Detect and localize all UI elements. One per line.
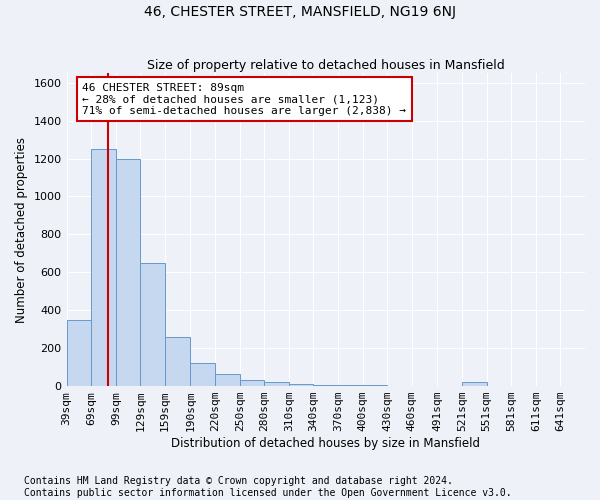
Bar	[239, 380, 264, 386]
Text: 46 CHESTER STREET: 89sqm
← 28% of detached houses are smaller (1,123)
71% of sem: 46 CHESTER STREET: 89sqm ← 28% of detach…	[82, 82, 406, 116]
Bar	[140, 263, 165, 386]
Y-axis label: Number of detached properties: Number of detached properties	[15, 136, 28, 322]
Bar	[215, 374, 239, 386]
Bar	[313, 384, 338, 386]
Bar	[362, 385, 387, 386]
X-axis label: Distribution of detached houses by size in Mansfield: Distribution of detached houses by size …	[171, 437, 480, 450]
Bar	[67, 320, 91, 386]
Text: Contains HM Land Registry data © Crown copyright and database right 2024.
Contai: Contains HM Land Registry data © Crown c…	[24, 476, 512, 498]
Bar	[165, 337, 190, 386]
Bar	[116, 158, 140, 386]
Bar	[289, 384, 313, 386]
Bar	[91, 149, 116, 386]
Bar	[264, 382, 289, 386]
Text: 46, CHESTER STREET, MANSFIELD, NG19 6NJ: 46, CHESTER STREET, MANSFIELD, NG19 6NJ	[144, 5, 456, 19]
Title: Size of property relative to detached houses in Mansfield: Size of property relative to detached ho…	[147, 59, 505, 72]
Bar	[190, 364, 215, 386]
Bar	[462, 382, 487, 386]
Bar	[338, 385, 362, 386]
